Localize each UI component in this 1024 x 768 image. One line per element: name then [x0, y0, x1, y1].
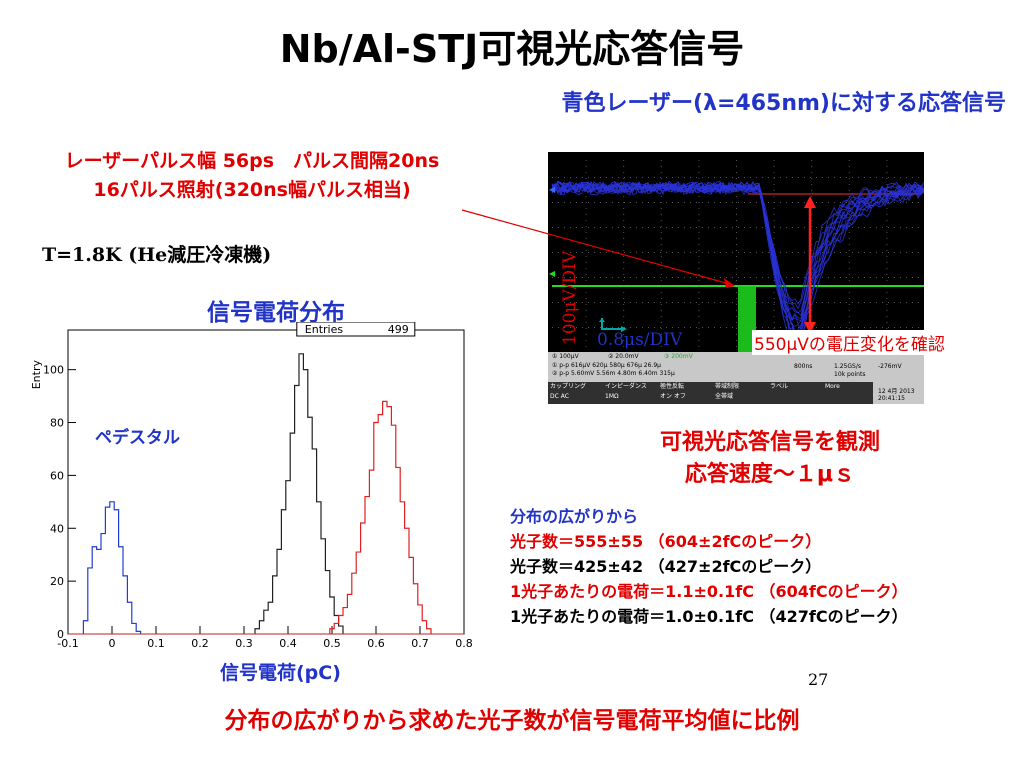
- x-tick-label: 0.7: [411, 637, 429, 650]
- conclusion-text: 分布の広がりから求めた光子数が信号電荷平均値に比例: [224, 708, 800, 734]
- osc-menu-item: 極性反転: [660, 383, 685, 390]
- ch1-scale: ① 100μV: [552, 353, 579, 360]
- stats-box: Entries 499: [296, 322, 416, 337]
- osc-menu-item: More: [825, 383, 840, 390]
- time-per-div-label: 0.8μs/DIV: [597, 330, 683, 350]
- record-length-readout: 10k points: [834, 371, 866, 378]
- y-tick-label: 80: [50, 417, 64, 430]
- date-readout: 12 4月 2013: [878, 388, 915, 395]
- observation-line-2: 応答速度～１μｓ: [684, 462, 856, 487]
- y-axis-label: Entry: [30, 360, 43, 390]
- x-tick-label: 0.3: [235, 637, 253, 650]
- observation-text: 可視光応答信号を観測 応答速度～１μｓ: [560, 427, 980, 491]
- osc-menu-value: 全帯域: [715, 393, 734, 400]
- x-tick-label: 0.6: [367, 637, 385, 650]
- laser-pulse-trace: [738, 286, 756, 352]
- osc-menu-item: ラベル: [770, 383, 789, 390]
- oscilloscope-menu-bar: カップリング インピーダンス 極性反転 帯域制限 ラベル More DC AC 1MΩ オン オ…: [548, 382, 873, 404]
- osc-menu-value: DC AC: [550, 393, 569, 400]
- stats-box-value: 499: [388, 323, 409, 336]
- osc-menu-item: 帯域制限: [715, 383, 740, 390]
- laser-description: レーザーパルス幅 56ps パルス間隔20ns 16パルス照射(320ns幅パル…: [12, 147, 492, 205]
- results-notes: 分布の広がりから 光子数＝555±55 （604±2fCのピーク） 光子数＝42…: [510, 504, 908, 629]
- note-line: 光子数＝425±42 （427±2fCのピーク）: [510, 557, 822, 576]
- amplitude-arrow-head-top: [804, 196, 816, 208]
- page-title: Nb/Al-STJ可視光応答信号: [279, 27, 745, 71]
- histogram-series-0: [82, 501, 142, 634]
- histogram-series-1: [254, 353, 344, 634]
- osc-menu-item: カップリング: [550, 383, 587, 390]
- ch1-marker: ◀: [549, 185, 556, 194]
- osc-menu-value: 1MΩ: [605, 393, 619, 400]
- subtitle: 青色レーザー(λ=465nm)に対する応答信号: [561, 91, 1006, 116]
- trigger-readout: -276mV: [878, 363, 902, 370]
- waveform-trace: [551, 181, 925, 338]
- note-line: 光子数＝555±55 （604±2fCのピーク）: [510, 532, 822, 551]
- x-tick-label: -0.1: [57, 637, 78, 650]
- ch3-marker: ◀: [549, 269, 556, 278]
- x-tick-label: 0: [109, 637, 116, 650]
- note-line: 1光子あたりの電荷＝1.1±0.1fC （604fCのピーク）: [510, 582, 908, 601]
- axis-arrows-icon: [599, 318, 627, 332]
- ch2-scale: ② 20.0mV: [608, 353, 639, 360]
- stats-box-label: Entries: [305, 323, 344, 336]
- laser-line-1: レーザーパルス幅 56ps パルス間隔20ns: [64, 150, 440, 172]
- waveform-trace: [551, 183, 925, 340]
- temperature-label: T=1.8K (He減圧冷凍機): [42, 244, 272, 266]
- x-tick-label: 0.5: [323, 637, 341, 650]
- x-tick-label: 0.8: [455, 637, 473, 650]
- oscilloscope-screen: ◀ ◀ ① 100μV ② 20.0mV ③ 200mV ① p-p 616μV…: [548, 152, 925, 404]
- page-number: 27: [808, 670, 829, 689]
- measurement-row-2: ② p-p 5.60mV 5.56m 4.80m 6.40m 315μ: [552, 370, 675, 377]
- observation-line-1: 可視光応答信号を観測: [659, 430, 880, 455]
- waveform-trace: [551, 183, 925, 349]
- osc-menu-value: オン オフ: [660, 393, 686, 400]
- sample-rate-readout: 1.25GS/s: [834, 363, 861, 370]
- amplitude-label: 550μVの電圧変化を確認: [752, 330, 947, 355]
- y-tick-label: 100: [43, 364, 64, 377]
- x-tick-label: 0.2: [191, 637, 209, 650]
- amplitude-arrow-head-bottom: [804, 322, 816, 334]
- measurement-row-1: ① p-p 616μV 620μ 580μ 676μ 26.9μ: [552, 362, 661, 369]
- note-line: 1光子あたりの電荷＝1.0±0.1fC （427fCのピーク）: [510, 607, 908, 626]
- y-tick-label: 40: [50, 522, 64, 535]
- osc-menu-item: インピーダンス: [605, 383, 647, 390]
- volt-per-div-label: 100μV/DIV: [560, 250, 580, 345]
- histogram-x-axis-label: 信号電荷(pC): [220, 662, 341, 684]
- x-tick-label: 0.4: [279, 637, 297, 650]
- y-tick-label: 20: [50, 575, 64, 588]
- timebase-readout: 800ns: [794, 363, 813, 370]
- y-tick-label: 60: [50, 469, 64, 482]
- laser-line-2: 16パルス照射(320ns幅パルス相当): [93, 179, 411, 201]
- x-tick-label: 0.1: [147, 637, 165, 650]
- histogram-series-2: [329, 400, 432, 634]
- pedestal-label: ペデスタル: [95, 428, 180, 448]
- time-readout: 20:41:15: [878, 395, 905, 402]
- y-tick-label: 0: [57, 628, 64, 641]
- oscilloscope-status-panel: ① 100μV ② 20.0mV ③ 200mV ① p-p 616μV 620…: [548, 352, 924, 404]
- note-line: 分布の広がりから: [510, 507, 639, 526]
- plot-frame: [67, 329, 465, 635]
- ch3-scale: ③ 200mV: [664, 353, 693, 360]
